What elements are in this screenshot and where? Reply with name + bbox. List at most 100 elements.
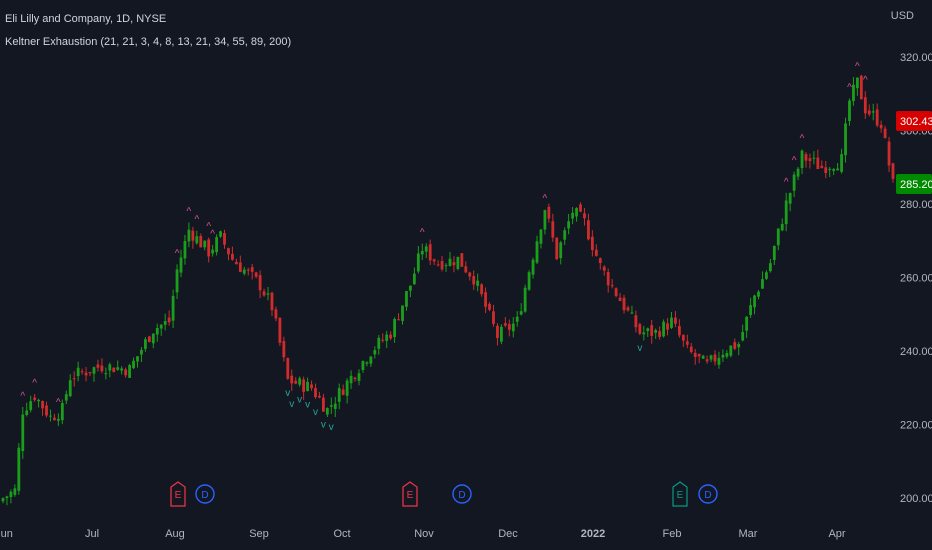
candle-body (56, 418, 60, 421)
candle-body (270, 292, 274, 311)
candle-body (298, 378, 302, 385)
candle-body (282, 341, 286, 358)
candle-body (108, 364, 112, 371)
candle-body (88, 372, 92, 374)
dividend-marker[interactable]: D (452, 484, 472, 504)
candle-body (476, 280, 480, 286)
chart-title: Eli Lilly and Company, 1D, NYSE (5, 13, 167, 25)
candle-body (488, 303, 491, 310)
earnings-marker[interactable]: E (402, 481, 418, 507)
candle-body (33, 397, 37, 400)
candle-body (234, 261, 238, 265)
candle-body (25, 410, 29, 415)
candle-body (286, 358, 290, 379)
candle-body (322, 397, 325, 412)
candle-body (733, 342, 737, 349)
candle-body (539, 229, 543, 244)
candle-body (318, 395, 321, 398)
candle-body (828, 168, 832, 170)
candle-body (511, 323, 515, 332)
candle-body (227, 248, 230, 255)
candle-body (602, 266, 606, 271)
candle-body (583, 213, 586, 219)
price-tick-label: 260.00 (900, 273, 932, 285)
candle-body (713, 354, 717, 362)
candle-body (175, 269, 179, 293)
candle-body (155, 328, 159, 335)
candle-body (290, 375, 294, 384)
dividend-marker[interactable]: D (195, 484, 215, 504)
signal-up-mark: ^ (210, 229, 215, 240)
candle-body (844, 123, 847, 156)
candle-body (116, 367, 120, 370)
signal-up-mark: ^ (175, 248, 180, 259)
candle-body (41, 401, 44, 409)
candle-body (796, 168, 800, 177)
candle-body (531, 259, 535, 275)
candle-body (72, 378, 76, 380)
candle-body (503, 323, 507, 326)
currency-label: USD (890, 10, 914, 22)
dividend-marker[interactable]: D (698, 484, 718, 504)
candle-body (725, 353, 729, 357)
candle-body (523, 287, 527, 312)
candle-body (314, 388, 317, 398)
candle-body (353, 377, 357, 380)
candle-body (780, 224, 784, 231)
candle-body (246, 269, 250, 271)
high-price-tag: 302.43 (896, 111, 932, 131)
candle-body (448, 258, 452, 266)
candle-body (515, 316, 519, 322)
earnings-marker[interactable]: E (170, 481, 186, 507)
candle-body (53, 417, 56, 421)
candle-body (772, 245, 776, 260)
candle-body (76, 367, 80, 377)
candle-body (622, 297, 626, 311)
candle-body (140, 349, 143, 355)
candle-body (594, 249, 598, 256)
candle-body (195, 236, 199, 244)
candle-body (761, 279, 764, 289)
candle-body (492, 311, 495, 324)
price-tick-label: 220.00 (900, 420, 932, 432)
candle-body (179, 257, 183, 273)
svg-text:D: D (201, 490, 208, 501)
candle-body (147, 336, 151, 342)
candle-body (191, 230, 195, 241)
candle-body (840, 154, 843, 172)
candle-body (500, 326, 503, 342)
candle-body (709, 355, 713, 360)
candle-body (132, 360, 135, 369)
candle-body (412, 273, 416, 285)
candle-body (519, 311, 523, 315)
candle-body (136, 356, 139, 362)
candle-body (535, 241, 539, 263)
candle-body (294, 380, 298, 384)
candle-body (45, 405, 48, 416)
candle-body (361, 361, 365, 371)
earnings-marker[interactable]: E (672, 481, 688, 507)
signal-down-mark: v (313, 407, 318, 418)
candle-body (377, 337, 381, 349)
candle-body (674, 317, 677, 324)
candle-body (211, 249, 215, 254)
candle-body (662, 321, 665, 337)
signal-down-mark: v (289, 399, 294, 410)
candle-body (258, 275, 262, 291)
candle-body (254, 272, 258, 277)
candle-body (278, 317, 282, 343)
candle-body (420, 251, 424, 255)
candle-body (543, 210, 547, 230)
candle-body (693, 352, 697, 358)
candle-body (765, 272, 768, 279)
candle-body (555, 237, 559, 260)
signal-up-mark: ^ (784, 177, 789, 188)
candle-body (397, 319, 400, 321)
candle-body (638, 324, 642, 334)
candle-body (848, 100, 851, 121)
candle-body (567, 221, 571, 229)
indicator-label[interactable]: Keltner Exhaustion (21, 21, 3, 4, 8, 13,… (5, 36, 292, 48)
candle-body (242, 269, 246, 274)
candle-body (808, 158, 812, 161)
